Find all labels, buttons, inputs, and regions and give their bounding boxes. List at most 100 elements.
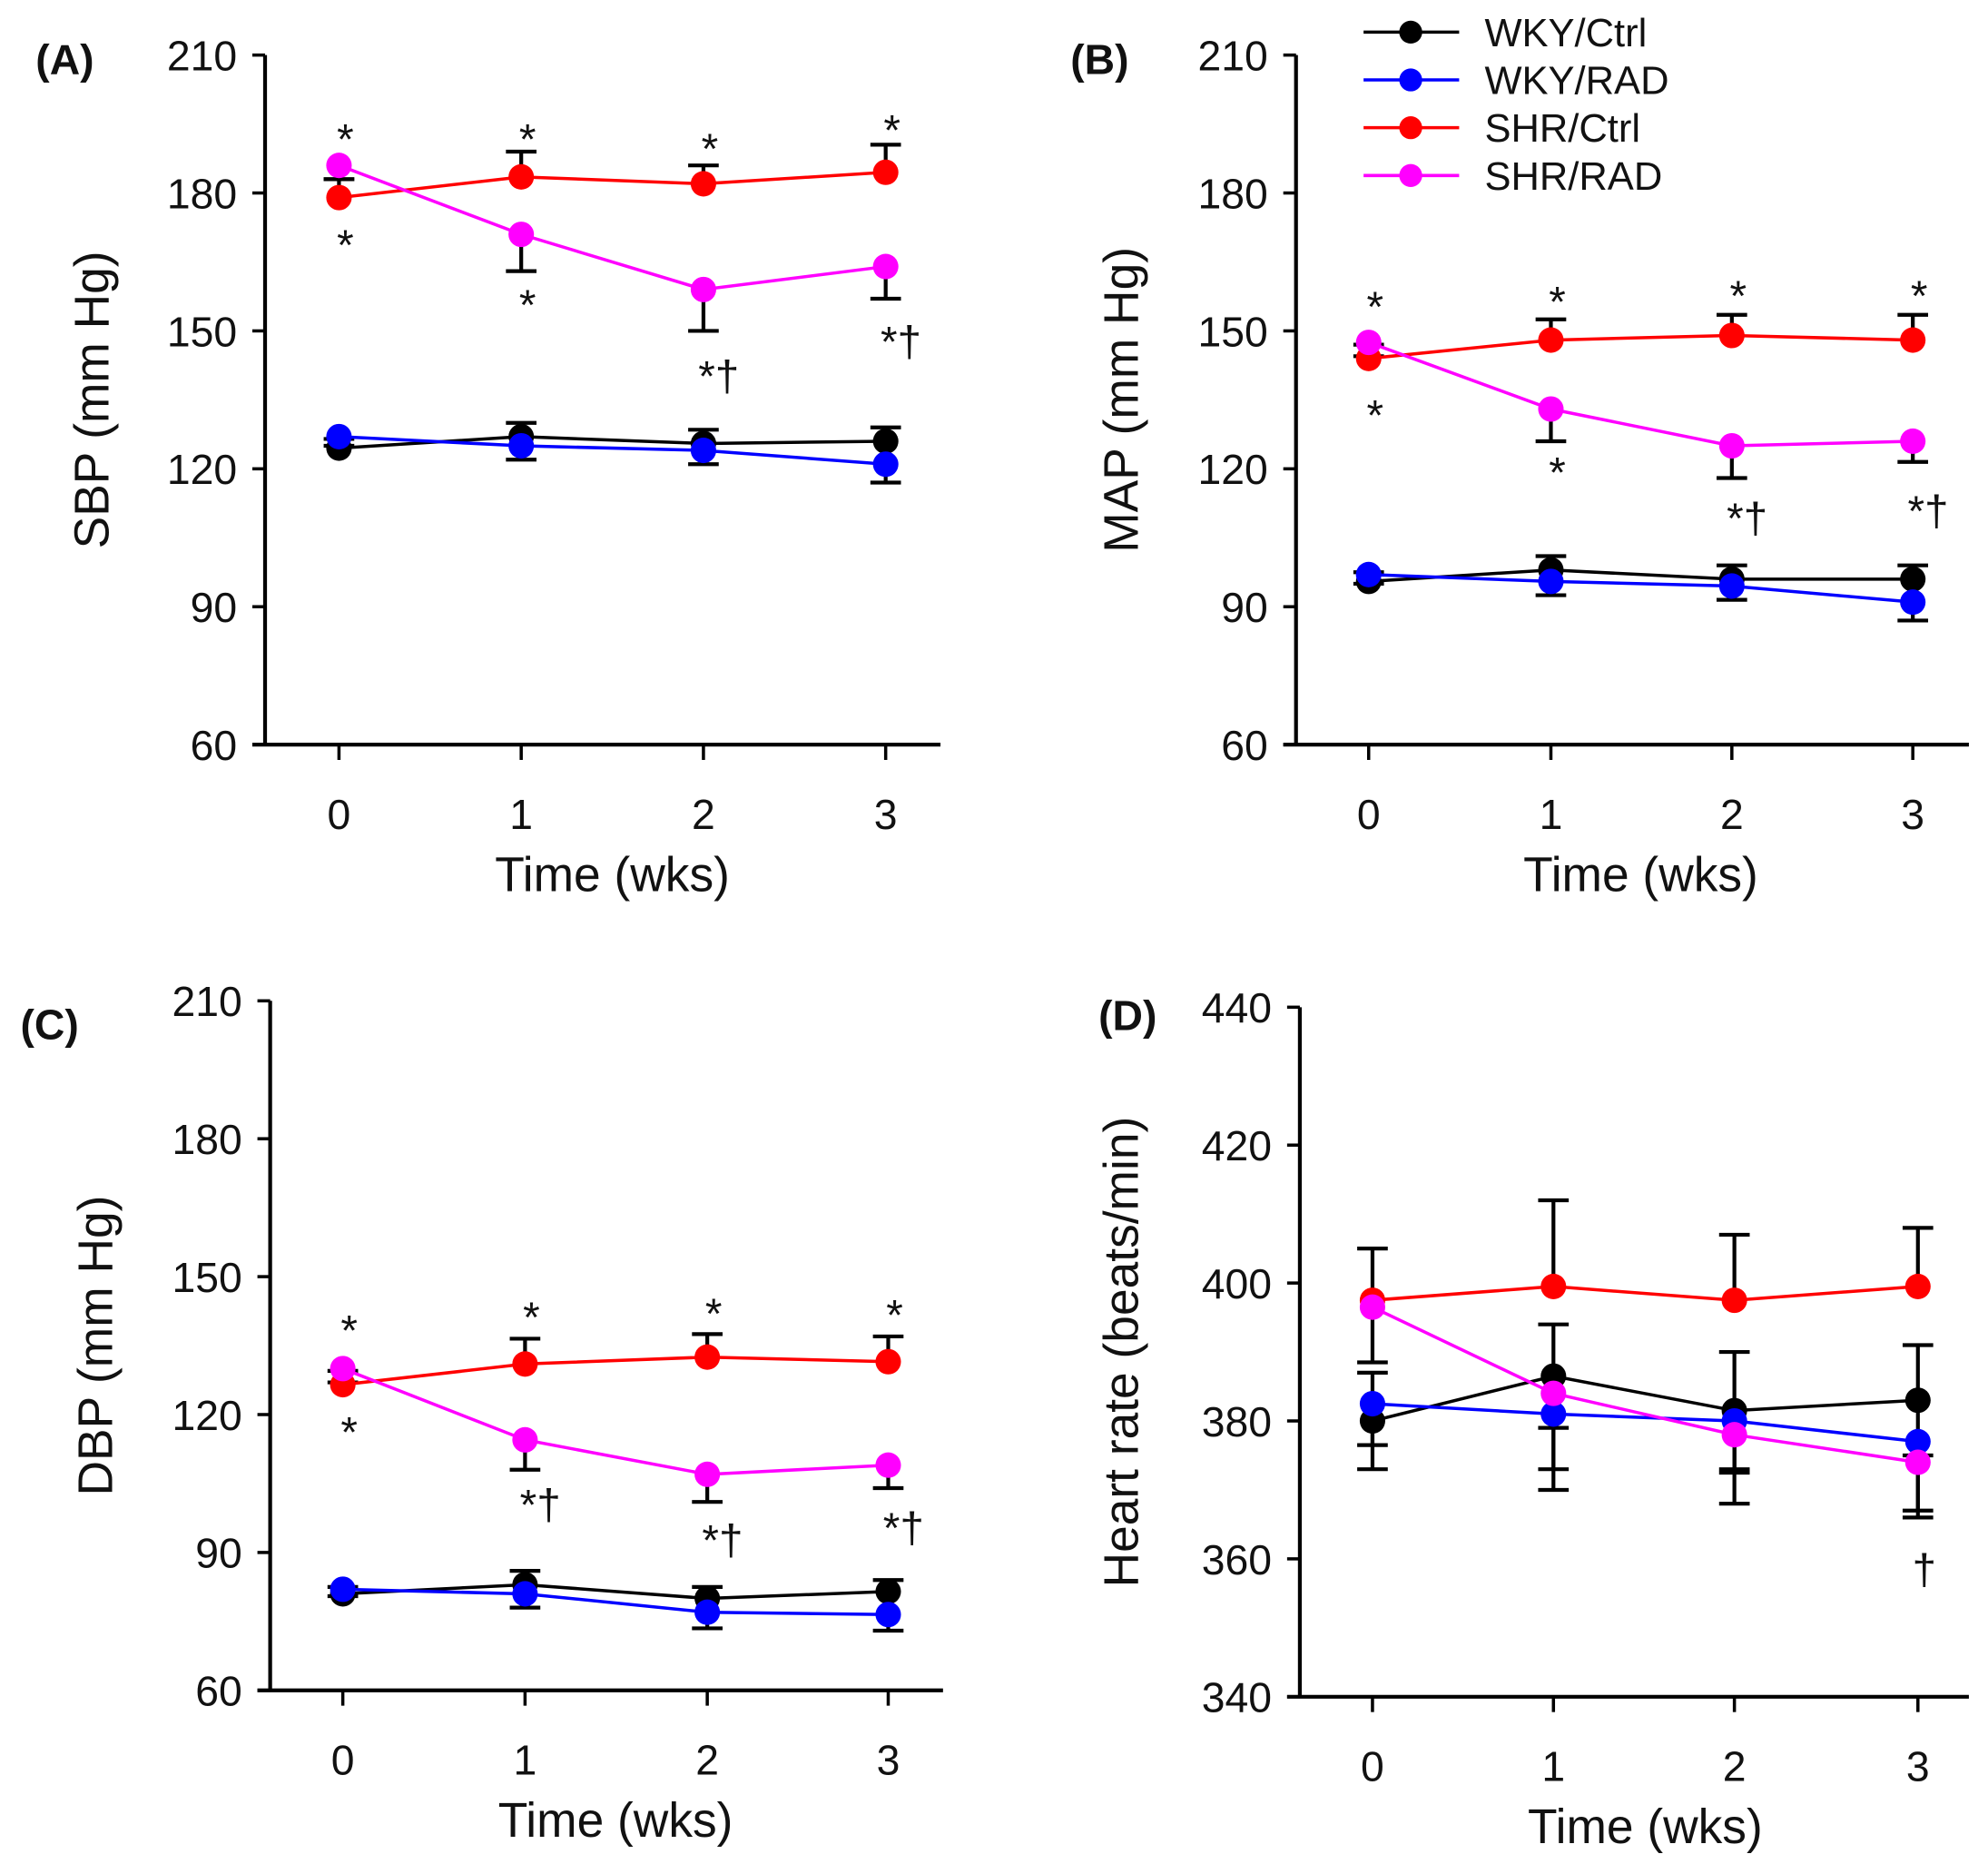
significance-marker: * [1730, 272, 1747, 321]
y-tick-label: 180 [167, 170, 237, 217]
significance-marker: * [1366, 392, 1383, 440]
significance-marker: * [1911, 272, 1928, 321]
x-tick-label: 1 [509, 791, 533, 838]
x-tick-label: 0 [1361, 1742, 1384, 1790]
data-point [512, 1581, 538, 1607]
y-tick-label: 420 [1202, 1122, 1272, 1169]
y-tick-label: 180 [172, 1116, 241, 1163]
x-tick-label: 3 [877, 1736, 901, 1783]
legend-label: WKY/RAD [1484, 59, 1668, 103]
series-line-wky-ctrl [339, 435, 886, 450]
x-tick-label: 2 [1720, 791, 1744, 838]
y-tick-label: 210 [167, 33, 237, 80]
y-tick-label: 210 [1198, 33, 1268, 80]
legend-marker [1399, 68, 1422, 92]
y-tick-label: 440 [1202, 984, 1272, 1031]
series-line-wky-rad [1372, 1402, 1918, 1444]
data-point [508, 432, 535, 459]
panel-label: (B) [1070, 36, 1128, 84]
data-point [330, 1576, 356, 1603]
series-line-shr-rad [338, 163, 886, 291]
significance-marker: * [519, 281, 536, 330]
data-point [1721, 1287, 1747, 1314]
data-point [1359, 1294, 1385, 1320]
data-point [1538, 396, 1564, 422]
data-point [690, 438, 716, 464]
data-point [875, 1578, 901, 1604]
legend-marker [1399, 20, 1422, 44]
x-tick-label: 0 [331, 1736, 355, 1783]
data-point [690, 171, 716, 197]
y-tick-label: 150 [172, 1254, 241, 1301]
y-tick-label: 90 [1221, 584, 1268, 631]
significance-marker: * [340, 1307, 358, 1355]
x-axis-label: Time (wks) [498, 1794, 733, 1848]
data-point [1540, 1401, 1567, 1427]
data-point [694, 1344, 721, 1370]
significance-marker: * [523, 1294, 540, 1342]
data-point [1359, 1390, 1385, 1417]
x-tick-label: 2 [692, 791, 715, 838]
panel-label: (C) [20, 1001, 78, 1048]
data-point [872, 451, 899, 478]
data-point [872, 253, 899, 280]
data-point [1900, 428, 1926, 455]
data-point [1900, 327, 1926, 353]
series-line-shr-ctrl [1372, 1285, 1918, 1302]
significance-marker: * [519, 116, 536, 164]
data-point [326, 423, 352, 449]
y-tick-label: 120 [172, 1392, 241, 1439]
data-point [508, 163, 535, 190]
series-line-wky-ctrl [1372, 1374, 1918, 1423]
data-point [1538, 327, 1564, 353]
series-line-wky-rad [339, 435, 886, 467]
data-point [875, 1348, 901, 1375]
legend-label: SHR/Ctrl [1484, 107, 1640, 151]
legend-marker [1399, 163, 1422, 187]
x-axis-label: Time (wks) [1528, 1800, 1763, 1854]
y-tick-label: 150 [167, 308, 237, 355]
y-tick-label: 90 [191, 584, 238, 631]
panel-a: 60 90 120 150 180 210 0 1 2 3 Time (wks) SBP (mm Hg… [35, 33, 941, 902]
series-line-shr-ctrl [342, 1355, 889, 1386]
significance-marker: * [705, 1290, 723, 1338]
significance-marker: *† [702, 1517, 743, 1565]
x-tick-label: 0 [328, 791, 351, 838]
y-tick-label: 90 [195, 1530, 242, 1577]
data-point [1900, 589, 1926, 616]
significance-marker: * [1549, 278, 1566, 326]
y-axis-label: SBP (mm Hg) [65, 251, 119, 548]
panel-label: (A) [35, 36, 93, 84]
data-point [330, 1356, 356, 1382]
series-line-wky-ctrl [342, 1583, 889, 1601]
x-tick-label: 2 [695, 1736, 719, 1783]
y-tick-label: 340 [1202, 1674, 1272, 1721]
y-tick-label: 210 [172, 978, 241, 1025]
significance-marker: * [702, 125, 719, 173]
data-point [1721, 1422, 1747, 1448]
x-axis-label: Time (wks) [495, 849, 730, 902]
data-point [694, 1461, 721, 1487]
data-point [508, 222, 535, 248]
data-point [872, 159, 899, 185]
series-line-wky-rad [342, 1587, 889, 1617]
y-tick-label: 180 [1198, 170, 1268, 217]
series-line-shr-rad [1372, 1306, 1919, 1465]
y-axis-label: MAP (mm Hg) [1096, 247, 1149, 553]
legend-label: WKY/Ctrl [1484, 12, 1647, 55]
y-tick-label: 60 [191, 722, 238, 769]
y-tick-label: 120 [167, 446, 237, 493]
significance-marker: * [337, 222, 354, 270]
data-point [690, 276, 716, 302]
y-tick-label: 150 [1198, 308, 1268, 355]
data-point [875, 1602, 901, 1628]
legend-label: SHR/RAD [1484, 155, 1662, 199]
significance-marker: *† [1727, 495, 1767, 543]
x-tick-label: 1 [514, 1736, 537, 1783]
x-tick-label: 3 [1906, 1742, 1930, 1790]
data-point [1904, 1387, 1931, 1414]
x-tick-label: 1 [1541, 1742, 1565, 1790]
data-point [1904, 1428, 1931, 1455]
significance-marker: * [1366, 283, 1383, 331]
y-tick-label: 120 [1198, 446, 1268, 493]
